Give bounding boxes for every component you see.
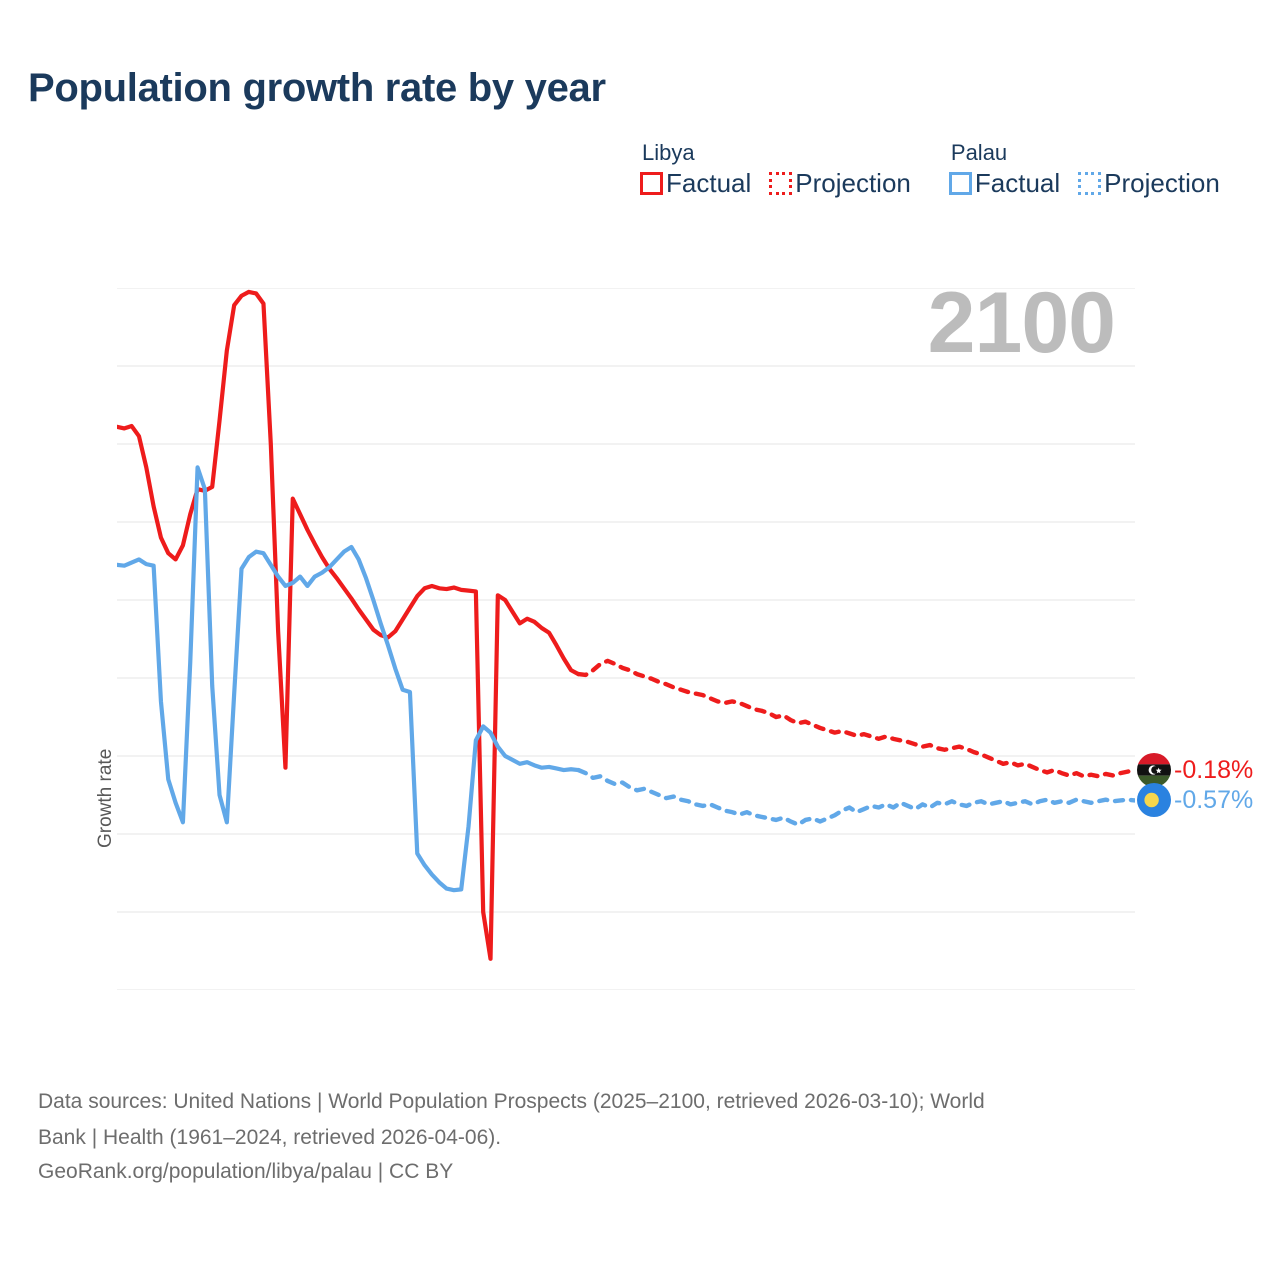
libya-flag-icon [1137, 753, 1171, 788]
year-watermark: 2100 [927, 275, 1116, 371]
legend-entry-palau-projection[interactable]: Projection [1078, 170, 1220, 196]
series-line-libya-factual [117, 289, 581, 961]
legend-row-palau: Factual Projection [948, 168, 1220, 198]
legend-group-libya: Libya Factual Projection [640, 142, 911, 196]
legend-entry-libya-factual[interactable]: Factual [640, 170, 751, 196]
legend-label-palau-projection: Projection [1104, 168, 1220, 198]
legend-swatch-solid-icon [640, 171, 663, 195]
end-marker-libya: -0.18% [1137, 753, 1254, 788]
chart-canvas [117, 288, 1135, 990]
legend-swatch-solid-icon [948, 171, 972, 195]
y-axis-label: Growth rate [95, 748, 116, 848]
footer-line-1: Data sources: United Nations | World Pop… [38, 1090, 985, 1113]
plot-area: 2100 Growth rate 6%5%4%3%2%1%0%-1%-2%-3%… [95, 280, 1135, 990]
legend-label-libya-projection: Projection [795, 168, 911, 198]
footer-line-3: GeoRank.org/population/libya/palau | CC … [38, 1160, 454, 1184]
legend-group-title-libya: Libya [642, 140, 695, 165]
series-line-libya-projection [576, 658, 1135, 779]
legend-group-palau: Palau Factual Projection [948, 140, 1220, 198]
series-line-palau-projection [576, 767, 1135, 827]
legend-row-libya: Factual Projection [640, 170, 911, 196]
end-value-palau: -0.57% [1174, 785, 1254, 814]
legend-entry-palau-factual[interactable]: Factual [948, 168, 1061, 198]
legend-group-title-palau: Palau [950, 140, 1008, 165]
footer-line-2: Bank | Health (1961–2024, retrieved 2026… [38, 1126, 502, 1150]
legend-swatch-dotted-icon [1078, 171, 1102, 195]
palau-flag-icon [1137, 783, 1171, 818]
footer-sources: Data sources: United Nations | World Pop… [38, 1085, 1248, 1189]
chart-legend: Libya Factual Projection Palau Factual [640, 142, 1220, 196]
page-title: Population growth rate by year [28, 66, 606, 110]
end-marker-palau: -0.57% [1137, 783, 1254, 818]
legend-label-libya-factual: Factual [666, 168, 752, 198]
series-line-palau-factual [117, 465, 581, 893]
legend-entry-libya-projection[interactable]: Projection [769, 170, 911, 196]
legend-swatch-dotted-icon [769, 171, 793, 195]
end-value-libya: -0.18% [1174, 755, 1254, 784]
legend-label-palau-factual: Factual [974, 168, 1061, 198]
